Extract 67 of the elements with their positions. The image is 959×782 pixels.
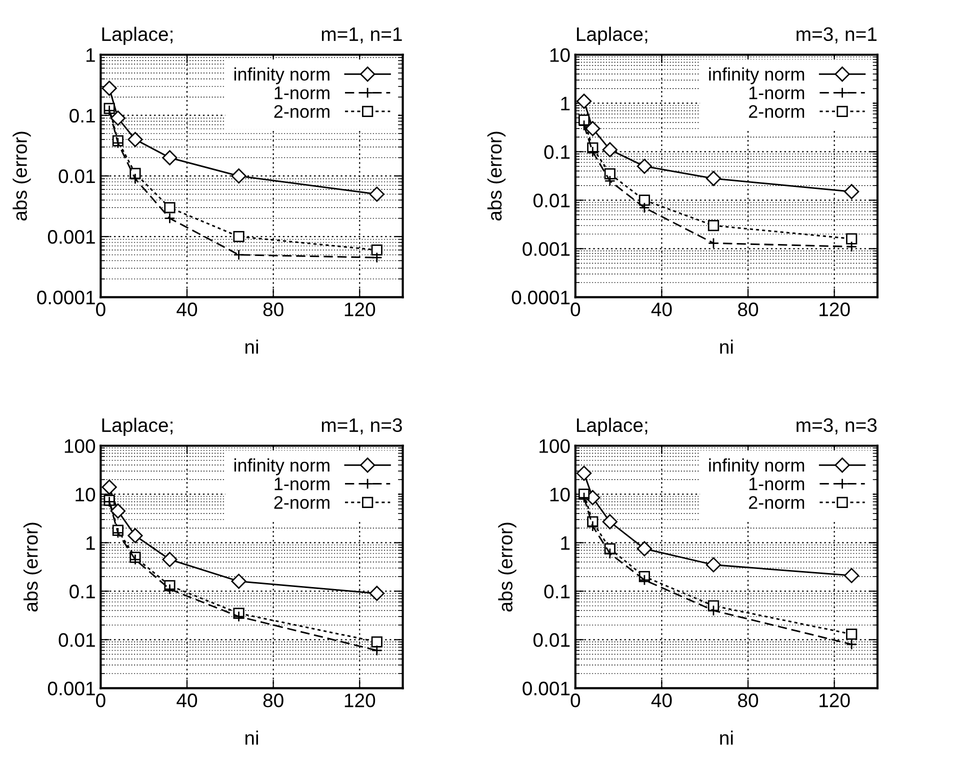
y-tick-label: 0.01 (58, 169, 95, 184)
x-tick-label: 40 (176, 302, 198, 316)
y-axis-title: abs (error) (487, 132, 506, 220)
y-tick-label: 1 (86, 536, 95, 550)
y-tick-label: 0.001 (522, 242, 570, 256)
x-tick-label: 120 (344, 694, 376, 708)
y-tick-label: 0.0001 (512, 290, 570, 304)
legend-label: 1-norm (274, 478, 330, 490)
x-axis-title: ni (720, 730, 733, 745)
y-tick-label: 0.001 (522, 682, 570, 696)
y-tick-label: 0.01 (58, 633, 95, 647)
y-tick-label: 100 (64, 439, 96, 453)
legend-label: infinity norm (709, 67, 804, 84)
legend-label: 2-norm (748, 496, 804, 509)
legend-label: 2-norm (748, 105, 804, 118)
x-tick-label: 0 (570, 694, 580, 708)
x-tick-label: 120 (820, 694, 850, 708)
y-axis-title: abs (error) (24, 522, 42, 612)
chart-title: Laplace; (102, 26, 172, 45)
x-tick-label: 80 (738, 302, 758, 316)
chart-subtitle: m=3, n=1 (796, 27, 877, 44)
x-axis-title: ni (720, 340, 733, 354)
y-tick-label: 0.001 (48, 230, 95, 244)
y-axis-title: abs (error) (12, 132, 31, 220)
y-tick-label: 0.0001 (37, 290, 95, 304)
y-tick-label: 10 (550, 48, 570, 62)
x-tick-label: 0 (570, 302, 580, 316)
y-tick-label: 1 (561, 536, 570, 550)
chart-title: Laplace; (102, 418, 172, 436)
x-tick-label: 40 (176, 694, 198, 708)
x-tick-label: 40 (651, 694, 672, 708)
chart-title: Laplace; (576, 26, 648, 45)
chart-subtitle: m=1, n=3 (322, 418, 402, 434)
y-tick-label: 10 (550, 488, 570, 502)
legend-label: 1-norm (749, 478, 804, 490)
y-tick-label: 1 (86, 48, 95, 62)
y-tick-label: 0.1 (70, 108, 95, 123)
chart-subtitle: m=3, n=3 (796, 418, 877, 434)
x-tick-label: 80 (738, 694, 758, 708)
x-tick-label: 0 (96, 694, 106, 708)
legend-label: infinity norm (234, 67, 330, 84)
x-tick-label: 0 (96, 302, 106, 316)
x-tick-label: 120 (344, 302, 376, 316)
legend-label: 1-norm (274, 86, 330, 100)
x-tick-label: 80 (263, 302, 284, 316)
y-tick-label: 0.1 (544, 145, 570, 159)
x-axis-title: ni (245, 730, 258, 745)
y-tick-label: 0.1 (544, 584, 570, 598)
chart-subtitle: m=1, n=1 (322, 27, 402, 44)
legend-label: 2-norm (274, 496, 330, 509)
y-tick-label: 0.01 (533, 633, 570, 647)
legend-label: infinity norm (709, 458, 804, 476)
chart-title: Laplace; (576, 418, 648, 436)
legend-label: 1-norm (749, 86, 804, 100)
legend-label: 2-norm (274, 105, 330, 118)
y-tick-label: 100 (540, 439, 570, 453)
y-tick-label: 0.1 (70, 584, 95, 598)
y-tick-label: 1 (561, 96, 570, 110)
x-tick-label: 80 (263, 694, 284, 708)
x-tick-label: 120 (820, 302, 850, 316)
legend-label: infinity norm (234, 458, 330, 476)
y-tick-label: 0.01 (533, 194, 570, 208)
y-axis-title: abs (error) (498, 522, 516, 612)
x-axis-title: ni (245, 340, 258, 354)
x-tick-label: 40 (651, 302, 672, 316)
y-tick-label: 0.001 (48, 682, 95, 696)
y-tick-label: 10 (76, 488, 96, 502)
